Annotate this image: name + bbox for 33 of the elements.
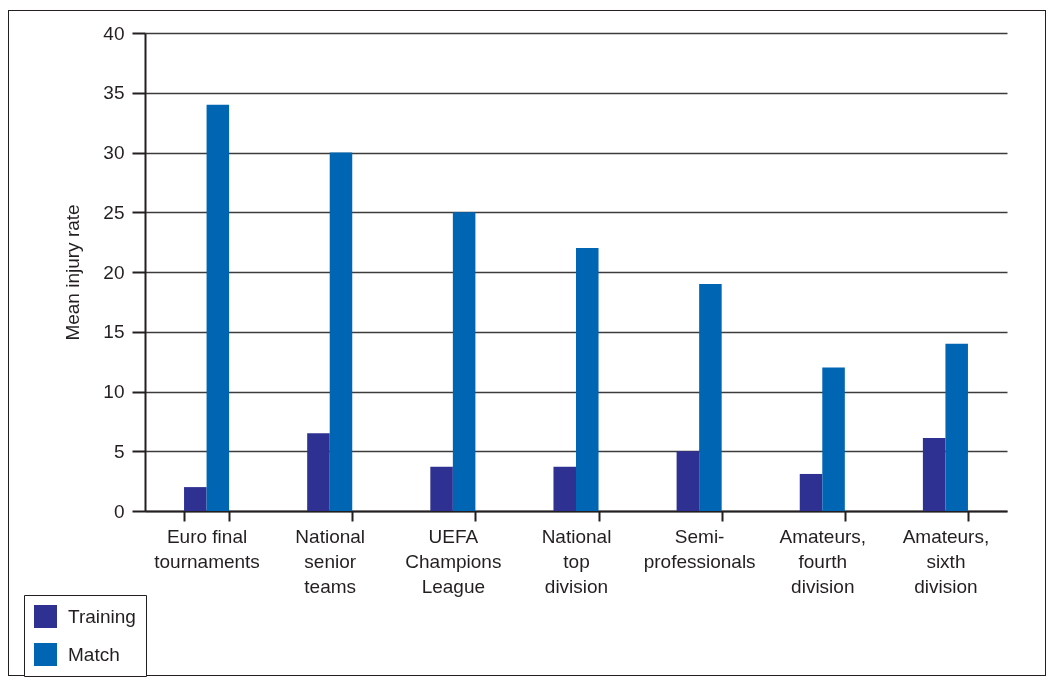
y-tick-label: 35 bbox=[103, 82, 125, 104]
x-tick-label: National senior teams bbox=[295, 525, 366, 597]
y-tick-label: 0 bbox=[113, 500, 125, 522]
bar bbox=[922, 438, 946, 511]
bar bbox=[553, 466, 576, 511]
x-tick-label: Euro final tournaments bbox=[154, 525, 260, 572]
y-tick-label: 30 bbox=[103, 142, 125, 163]
bar bbox=[576, 248, 599, 511]
y-axis-title: Mean injury rate bbox=[62, 204, 84, 341]
x-tick-label: Amateurs, fourth division bbox=[779, 525, 867, 597]
y-tick-label: 20 bbox=[103, 261, 125, 283]
legend-label: Training bbox=[68, 605, 136, 627]
x-tick-label: UEFA Champions League bbox=[405, 525, 502, 597]
legend-label: Match bbox=[68, 643, 120, 665]
y-tick-label: 15 bbox=[103, 321, 125, 343]
bar bbox=[206, 104, 230, 511]
bar bbox=[945, 343, 968, 511]
y-tick-label: 40 bbox=[103, 22, 125, 44]
y-tick-label: 25 bbox=[103, 201, 125, 223]
bar bbox=[430, 466, 453, 511]
y-tick-label: 5 bbox=[113, 440, 125, 462]
y-tick-label: 10 bbox=[103, 381, 125, 402]
bar bbox=[452, 212, 476, 511]
x-tick-label: Amateurs, sixth division bbox=[902, 525, 990, 597]
bar bbox=[184, 487, 207, 511]
bar bbox=[307, 433, 330, 511]
bar bbox=[676, 451, 700, 511]
x-tick-label: Semi-professionals bbox=[643, 525, 756, 572]
bar bbox=[329, 152, 353, 511]
x-tick-label: National top division bbox=[541, 525, 612, 597]
bar bbox=[699, 283, 722, 511]
bar bbox=[799, 473, 823, 511]
bar bbox=[822, 367, 845, 511]
